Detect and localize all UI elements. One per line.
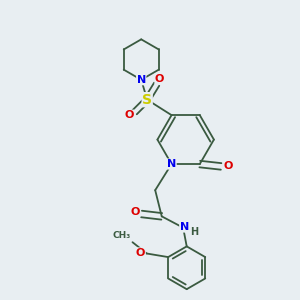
Text: CH₃: CH₃ xyxy=(113,231,131,240)
Text: O: O xyxy=(136,248,145,258)
Text: S: S xyxy=(142,93,152,107)
Text: H: H xyxy=(190,226,198,236)
Text: O: O xyxy=(125,110,134,120)
Text: O: O xyxy=(155,74,164,84)
Text: N: N xyxy=(180,222,189,232)
Text: O: O xyxy=(130,207,140,217)
Text: N: N xyxy=(167,159,176,169)
Text: N: N xyxy=(136,75,146,85)
Text: O: O xyxy=(223,161,232,171)
